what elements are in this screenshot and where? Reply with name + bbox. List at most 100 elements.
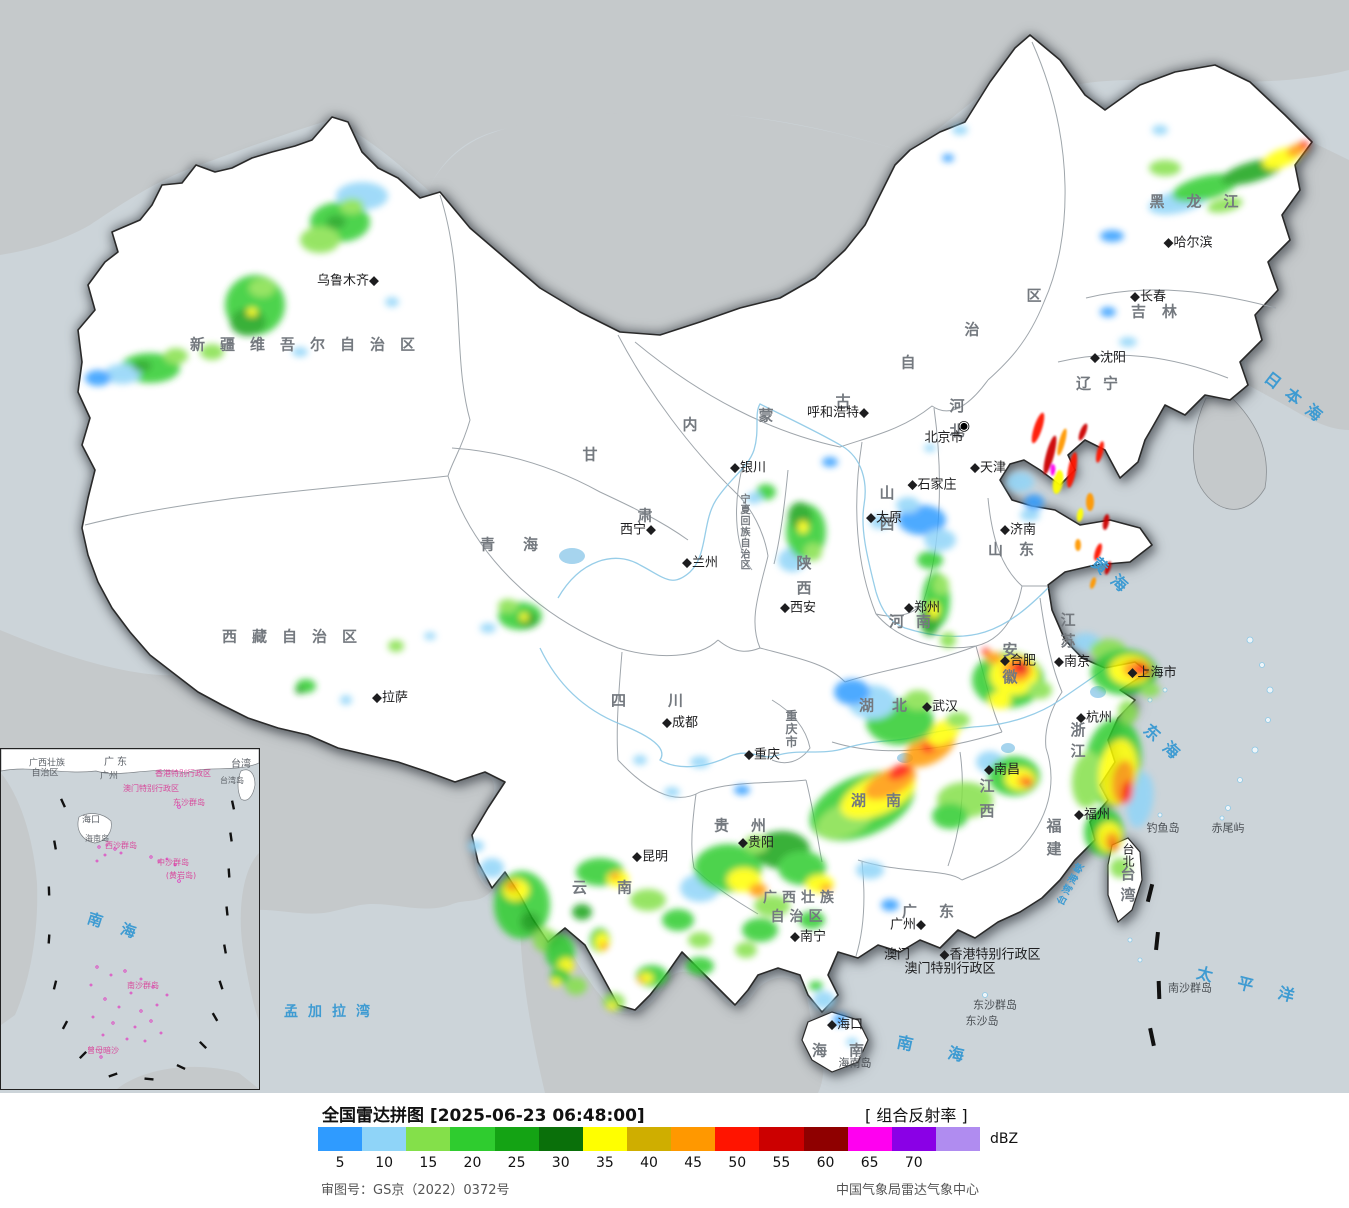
nine-dash-segment bbox=[1156, 980, 1162, 1000]
nine-dash-segment bbox=[198, 1040, 208, 1050]
island-mark bbox=[111, 1021, 115, 1025]
nine-dash-segment bbox=[1154, 931, 1160, 951]
nine-dash-segment bbox=[47, 886, 51, 896]
colorbar-cell bbox=[803, 1127, 848, 1151]
nine-dash-segment bbox=[1148, 1027, 1156, 1047]
island-mark bbox=[105, 843, 109, 847]
scale-value: 70 bbox=[904, 1155, 923, 1171]
island-mark bbox=[149, 1019, 153, 1023]
foreign-land-mongolia bbox=[428, 112, 905, 337]
scale-value: 65 bbox=[860, 1155, 879, 1171]
island-mark bbox=[119, 851, 123, 855]
colorbar-cell bbox=[671, 1127, 716, 1151]
scale-value: 10 bbox=[375, 1155, 394, 1171]
island-mark bbox=[129, 991, 133, 995]
island-mark bbox=[151, 985, 155, 989]
island-mark bbox=[109, 973, 113, 977]
island-mark bbox=[143, 1039, 147, 1043]
nine-dash-segment bbox=[229, 832, 233, 842]
nine-dash-segment bbox=[78, 1050, 88, 1060]
island-mark bbox=[133, 1025, 137, 1029]
island-mark bbox=[101, 1033, 105, 1037]
nine-dash-segment bbox=[108, 1072, 118, 1078]
nine-dash-segment bbox=[1145, 883, 1155, 903]
scale-value: 30 bbox=[551, 1155, 570, 1171]
colorbar-scale: 5 10 15 20 25 30 35 40 45 50 55 60 65 70 bbox=[318, 1155, 980, 1173]
nine-dash-segment bbox=[47, 934, 51, 944]
island-mark bbox=[123, 969, 127, 973]
unit-label: dBZ bbox=[990, 1131, 1019, 1147]
scale-value: 15 bbox=[419, 1155, 438, 1171]
colorbar-cell bbox=[626, 1127, 672, 1151]
legend-title: 全国雷达拼图 [2025-06-23 06:48:00] bbox=[322, 1106, 645, 1126]
island-mark bbox=[177, 805, 181, 809]
scale-value: 5 bbox=[335, 1155, 345, 1171]
island-mark bbox=[165, 857, 169, 861]
colorbar-cell bbox=[362, 1127, 407, 1151]
yangtze-river bbox=[539, 647, 1107, 768]
island-mark bbox=[157, 859, 161, 863]
yellow-river bbox=[557, 403, 1049, 638]
nine-dash-segment bbox=[218, 980, 224, 990]
island-mark bbox=[139, 1009, 143, 1013]
south-china-sea-inset: 广西壮族 自治区 广东 广州 香港特别行政区 澳门特别行政区 台湾 台湾岛 海口 海南岛 东沙群岛西… bbox=[0, 748, 260, 1090]
colorbar-cell bbox=[318, 1127, 363, 1151]
colorbar-cell bbox=[891, 1127, 936, 1151]
island-mark bbox=[117, 1005, 121, 1009]
scale-value: 40 bbox=[640, 1155, 658, 1171]
colorbar-cell bbox=[450, 1127, 495, 1151]
inset-philippines bbox=[240, 853, 259, 1021]
colorbar-cell bbox=[406, 1127, 451, 1151]
island-mark bbox=[177, 879, 181, 883]
colorbar-cell bbox=[847, 1127, 892, 1151]
map-approval-number: 审图号：GS京（2022）0372号 bbox=[321, 1183, 510, 1198]
island-mark bbox=[95, 965, 99, 969]
scale-value: 35 bbox=[595, 1155, 614, 1171]
offshore-islets bbox=[982, 636, 1274, 998]
colorbar-cell bbox=[935, 1127, 981, 1151]
colorbar-cell bbox=[715, 1127, 760, 1151]
nine-dash-segment bbox=[144, 1077, 154, 1081]
foreign-land-indochina bbox=[519, 898, 824, 1093]
scale-value: 50 bbox=[728, 1155, 747, 1171]
colorbar bbox=[318, 1127, 981, 1151]
nine-dash-segment bbox=[60, 798, 66, 808]
nine-dash-line bbox=[1145, 883, 1162, 1047]
colorbar-cell bbox=[759, 1127, 804, 1151]
rivers bbox=[539, 403, 1107, 768]
island-mark bbox=[89, 983, 93, 987]
island-mark bbox=[159, 1031, 163, 1035]
nine-dash-segment bbox=[225, 906, 229, 916]
island-mark bbox=[95, 859, 99, 863]
legend-product-label: [ 组合反射率 ] bbox=[865, 1106, 968, 1125]
colorbar-cell bbox=[582, 1127, 627, 1151]
colorbar-cell bbox=[538, 1127, 583, 1151]
inset-taiwan bbox=[237, 769, 256, 801]
nine-dash-segment bbox=[52, 980, 58, 990]
island-mark bbox=[103, 997, 107, 1001]
legend: 全国雷达拼图 [2025-06-23 06:48:00] [ 组合反射率 ] 5… bbox=[0, 1093, 1349, 1208]
island-mark bbox=[149, 855, 153, 859]
inset-map bbox=[1, 749, 259, 1089]
inset-sea bbox=[1, 749, 259, 1089]
inset-nine-dash-line bbox=[47, 798, 236, 1081]
nine-dash-segment bbox=[230, 800, 236, 810]
island-mark bbox=[99, 1055, 103, 1059]
island-mark bbox=[113, 847, 117, 851]
island-mark bbox=[155, 1003, 159, 1007]
island-mark bbox=[103, 853, 107, 857]
scale-value: 25 bbox=[507, 1155, 526, 1171]
inset-borneo bbox=[117, 1066, 259, 1089]
island-mark bbox=[125, 1037, 129, 1041]
nine-dash-segment bbox=[227, 868, 231, 878]
scale-value: 20 bbox=[463, 1155, 482, 1171]
nine-dash-segment bbox=[53, 840, 57, 850]
inset-china-coast bbox=[1, 749, 259, 774]
foreign-land-korea bbox=[1193, 397, 1267, 510]
island-mark bbox=[173, 863, 177, 867]
inset-island-marks bbox=[89, 805, 181, 1059]
island-mark bbox=[97, 845, 101, 849]
nine-dash-segment bbox=[176, 1064, 186, 1070]
island-mark bbox=[165, 993, 169, 997]
